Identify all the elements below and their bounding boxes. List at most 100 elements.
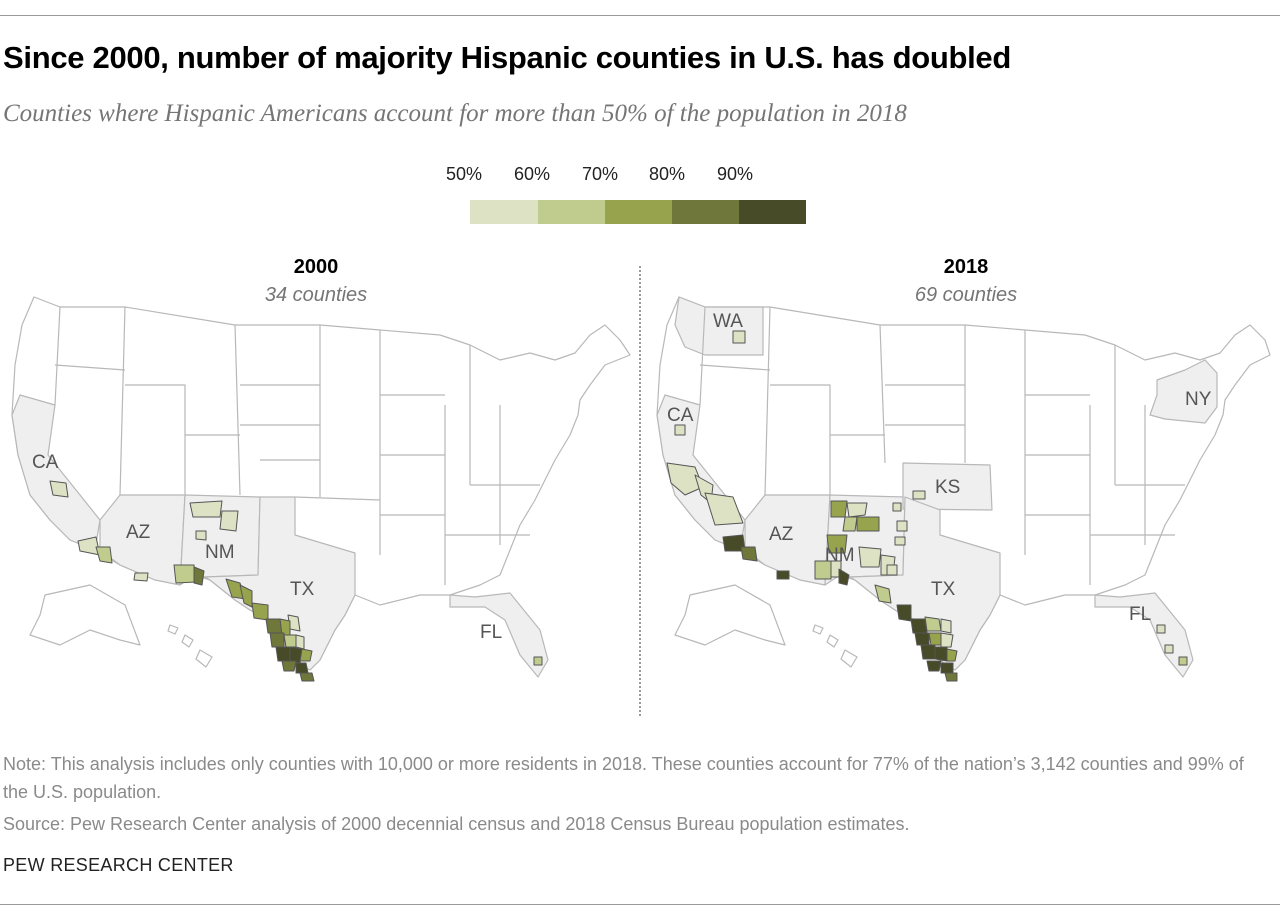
legend-label-70: 70% bbox=[582, 164, 619, 184]
county bbox=[892, 502, 902, 512]
state-florida bbox=[1094, 592, 1194, 678]
state-label: TX bbox=[931, 579, 956, 600]
county bbox=[299, 648, 313, 662]
county bbox=[896, 520, 908, 532]
county bbox=[934, 646, 948, 662]
state-label: WA bbox=[713, 311, 743, 332]
chart-subtitle: Counties where Hispanic Americans accoun… bbox=[3, 100, 907, 127]
county bbox=[275, 646, 291, 662]
county bbox=[49, 480, 69, 498]
state-california bbox=[11, 394, 101, 551]
state-label: KS bbox=[935, 477, 960, 498]
county bbox=[193, 566, 205, 586]
legend-label-50: 50% bbox=[446, 164, 483, 184]
county bbox=[914, 632, 930, 646]
map-2000-counties bbox=[49, 480, 543, 682]
legend-label-80: 80% bbox=[649, 164, 686, 184]
state-label: AZ bbox=[126, 522, 151, 543]
legend-swatch-80 bbox=[672, 200, 739, 224]
county bbox=[1178, 656, 1188, 666]
county bbox=[846, 502, 868, 518]
legend-swatch-70 bbox=[605, 200, 672, 224]
county bbox=[814, 560, 832, 580]
panel-2000-year: 2000 bbox=[293, 256, 339, 278]
panel-2018-count: 69 counties bbox=[914, 284, 1018, 306]
county bbox=[173, 564, 197, 584]
state-alaska bbox=[674, 584, 786, 646]
county bbox=[944, 672, 958, 682]
county bbox=[776, 570, 790, 580]
legend-swatch-60 bbox=[538, 200, 605, 224]
county bbox=[946, 648, 958, 662]
county bbox=[940, 618, 952, 634]
county bbox=[704, 492, 744, 526]
state-label: AZ bbox=[769, 524, 794, 545]
state-label: TX bbox=[290, 579, 315, 600]
map-2018-states bbox=[656, 296, 1271, 678]
map-2000-states bbox=[11, 296, 631, 678]
county bbox=[830, 500, 848, 518]
map-2018-counties bbox=[666, 330, 1188, 682]
state-label: FL bbox=[1129, 604, 1151, 625]
county bbox=[894, 536, 906, 546]
county bbox=[886, 564, 898, 576]
county bbox=[940, 662, 954, 674]
county bbox=[299, 672, 315, 682]
county bbox=[533, 656, 543, 666]
county bbox=[281, 660, 297, 672]
state-label: NY bbox=[1185, 389, 1212, 410]
state-alaska bbox=[29, 584, 141, 646]
county bbox=[189, 500, 223, 518]
county bbox=[826, 534, 848, 554]
county bbox=[928, 632, 942, 646]
state-label: FL bbox=[480, 622, 502, 643]
state-hawaii bbox=[167, 624, 213, 668]
county bbox=[95, 546, 113, 564]
county bbox=[732, 330, 746, 344]
state-florida bbox=[449, 592, 549, 678]
state-new-york bbox=[1149, 359, 1218, 424]
map-2000: CA AZ NM TX FL bbox=[11, 296, 631, 682]
county bbox=[842, 516, 858, 532]
chart-title: Since 2000, number of majority Hispanic … bbox=[3, 40, 1012, 75]
state-label: CA bbox=[667, 405, 694, 426]
note-text: Note: This analysis includes only counti… bbox=[3, 754, 1244, 802]
county bbox=[265, 618, 283, 634]
county bbox=[838, 568, 850, 586]
county bbox=[740, 546, 758, 562]
county bbox=[1156, 624, 1166, 634]
state-borders bbox=[699, 306, 1185, 585]
state-label: NM bbox=[825, 545, 855, 566]
state-hawaii bbox=[812, 624, 858, 668]
credit: PEW RESEARCH CENTER bbox=[3, 855, 234, 875]
county bbox=[912, 490, 926, 500]
legend-label-90: 90% bbox=[717, 164, 754, 184]
source-text: Source: Pew Research Center analysis of … bbox=[3, 814, 910, 834]
county bbox=[195, 530, 207, 541]
county bbox=[940, 632, 954, 648]
county bbox=[858, 546, 882, 568]
county bbox=[910, 618, 928, 634]
state-borders bbox=[54, 306, 540, 585]
county bbox=[295, 634, 305, 650]
county bbox=[926, 660, 942, 672]
bottom-rule bbox=[0, 904, 1280, 905]
map-2018-labels: WA CA AZ NM KS TX NY FL bbox=[667, 311, 1212, 625]
county bbox=[674, 424, 686, 436]
county bbox=[219, 510, 239, 532]
map-2000-labels: CA AZ NM TX FL bbox=[32, 452, 502, 643]
county bbox=[896, 604, 912, 622]
county bbox=[295, 662, 309, 674]
map-2018: WA CA AZ NM KS TX NY FL bbox=[656, 296, 1271, 682]
county bbox=[239, 584, 253, 608]
state-label: NM bbox=[205, 542, 235, 563]
county bbox=[269, 632, 285, 648]
county bbox=[133, 572, 149, 582]
county bbox=[1164, 644, 1174, 654]
county bbox=[920, 644, 936, 660]
panel-2000-count: 34 counties bbox=[264, 284, 368, 306]
top-rule bbox=[0, 15, 1280, 16]
legend-swatch-90 bbox=[739, 200, 806, 224]
panel-divider bbox=[639, 266, 641, 716]
state-label: CA bbox=[32, 452, 59, 473]
